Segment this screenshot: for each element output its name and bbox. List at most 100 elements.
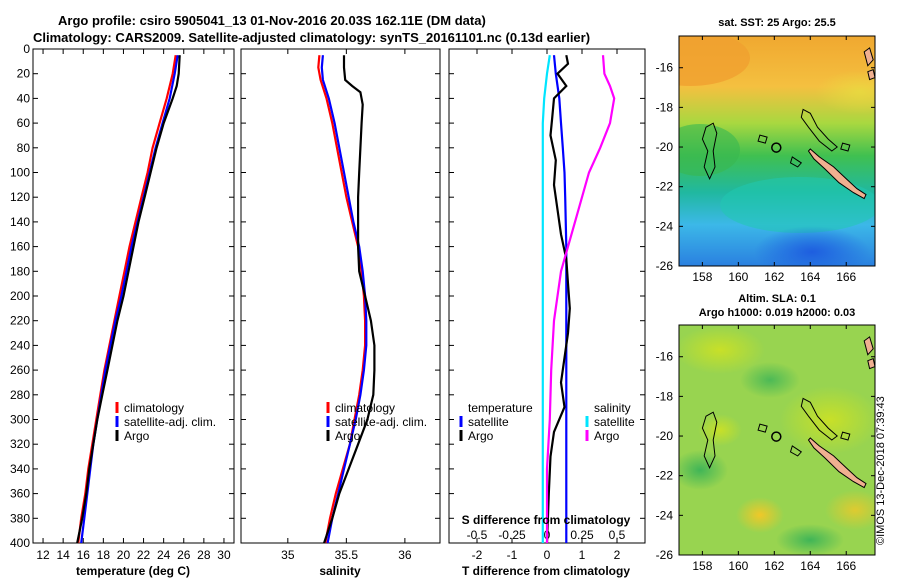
vanuatu-island [867,358,876,370]
map-y-tick-label: -26 [656,548,674,562]
map-x-tick-label: 162 [764,559,784,573]
vanuatu-island [863,47,874,67]
difference-series [541,54,616,544]
credit-stamp: ©IMOS 13-Dec-2018 07:39:43 [875,396,887,545]
sst-map-title: sat. SST: 25 Argo: 25.5 [718,17,836,29]
y-tick-label: 340 [10,462,30,476]
map-x-tick-label: 162 [764,270,784,284]
y-tick-label: 180 [10,264,30,278]
temperature-axis-ticks: 0 20 40 60 80 100 120 140 160 180 200 220 240 260 280 3… [10,42,234,562]
vanuatu-island [863,336,874,356]
temperature-series [76,55,181,544]
sla-map-coastline [701,336,876,489]
reef-outline [789,156,803,168]
vanuatu-island [867,69,876,81]
map-y-tick-label: -20 [656,140,674,154]
y-tick-label: 300 [10,413,30,427]
series-s-satellite [541,55,551,543]
y-tick-label: 40 [17,91,31,105]
reef-outline [840,142,851,152]
salinity-plot-frame [240,48,441,544]
x-tick-label: 1 [579,548,586,562]
x-tick-label: 0 [544,548,551,562]
temperature-xlabel: temperature (deg C) [76,564,190,578]
x-tick-label: 36 [398,548,412,562]
map-x-tick-label: 160 [728,559,748,573]
new-caledonia-landmass [807,437,867,489]
series-t-satellite [552,55,568,543]
salinity-axis-ticks: 35 35.5 36 [241,48,440,562]
x-tick-label: 14 [56,548,70,562]
new-caledonia-landmass [807,148,867,200]
y-tick-label: 140 [10,215,30,229]
legend-climatology-label: climatology [335,401,395,415]
x-tick-label: 12 [36,548,50,562]
y-tick-label: 60 [17,116,31,130]
sst-map-frame [678,35,876,267]
salinity-series [317,55,376,544]
legend-s-satellite-label: satellite [594,415,635,429]
difference-legend: temperature satellite Argo salinity sate… [459,401,635,443]
y-tick-label: 400 [10,536,30,550]
sla-map-panel: Altim. SLA: 0.1 Argo h1000: 0.019 h2000:… [656,293,876,573]
reef-outline [757,134,768,144]
y-tick-label: 100 [10,166,30,180]
y-tick-label: 240 [10,338,30,352]
x-tick-label: 24 [157,548,171,562]
y-tick-label: 80 [17,141,31,155]
sla-map-axis-ticks: 158 160 162 164 166 -16 -18 -20 -22 -24 -26 [656,325,875,573]
map-x-tick-label: 160 [728,270,748,284]
legend-argo-label: Argo [124,429,150,443]
reef-outline [800,397,838,441]
legend-climatology-label: climatology [124,401,184,415]
y-tick-label: 320 [10,437,30,451]
sst-map-field [679,36,875,266]
y-tick-label: 160 [10,240,30,254]
x-tick-label: 35.5 [335,548,359,562]
map-y-tick-label: -24 [656,508,674,522]
sla-argo-position-marker [771,431,782,442]
x2-tick-label: -0.25 [498,528,526,542]
legend-satellite-label: satellite-adj. clim. [335,415,427,429]
y-tick-label: 280 [10,388,30,402]
salinity-panel: 35 35.5 36 salinity climatology satellite-… [240,48,441,578]
sla-map-title-line1: Altim. SLA: 0.1 [738,293,816,305]
reef-outline [840,431,851,441]
y-tick-label: 0 [23,42,30,56]
y-tick-label: 220 [10,314,30,328]
map-x-tick-label: 158 [692,270,712,284]
reef-outline [701,411,718,470]
map-y-tick-label: -24 [656,219,674,233]
series-argo [76,55,181,544]
temperature-legend: climatology satellite-adj. clim. Argo [115,401,216,443]
reef-outline [789,445,803,457]
x2-tick-label: 0.25 [570,528,594,542]
temperature-plot-frame [32,48,235,544]
y-tick-label: 360 [10,487,30,501]
legend-s-argo-label: Argo [594,429,620,443]
series-argo [323,55,376,544]
reef-outline [757,423,768,433]
x-tick-label: 18 [97,548,111,562]
map-y-tick-label: -22 [656,469,674,483]
map-x-tick-label: 166 [836,559,856,573]
legend-t-satellite-label: satellite [468,415,509,429]
map-x-tick-label: 164 [800,270,820,284]
y-tick-label: 260 [10,363,30,377]
x-tick-label: -1 [507,548,518,562]
x-tick-label: -2 [472,548,483,562]
map-x-tick-label: 158 [692,559,712,573]
series-t-argo [545,54,571,544]
x-tick-label: 30 [217,548,231,562]
y-tick-label: 20 [17,67,31,81]
sst-map-coastline [701,47,876,200]
temperature-panel: 0 20 40 60 80 100 120 140 160 180 200 220 240 260 280 3… [10,42,235,578]
sst-map-axis-ticks: 158 160 162 164 166 -16 -18 -20 -22 -24 -26 [656,36,875,284]
reef-outline [701,122,718,181]
map-y-tick-label: -18 [656,389,674,403]
x-tick-label: 20 [117,548,131,562]
t-difference-xlabel: T difference from climatology [462,564,630,578]
map-y-tick-label: -26 [656,259,674,273]
y-tick-label: 120 [10,190,30,204]
series-satellite-adj-clim- [320,55,368,544]
